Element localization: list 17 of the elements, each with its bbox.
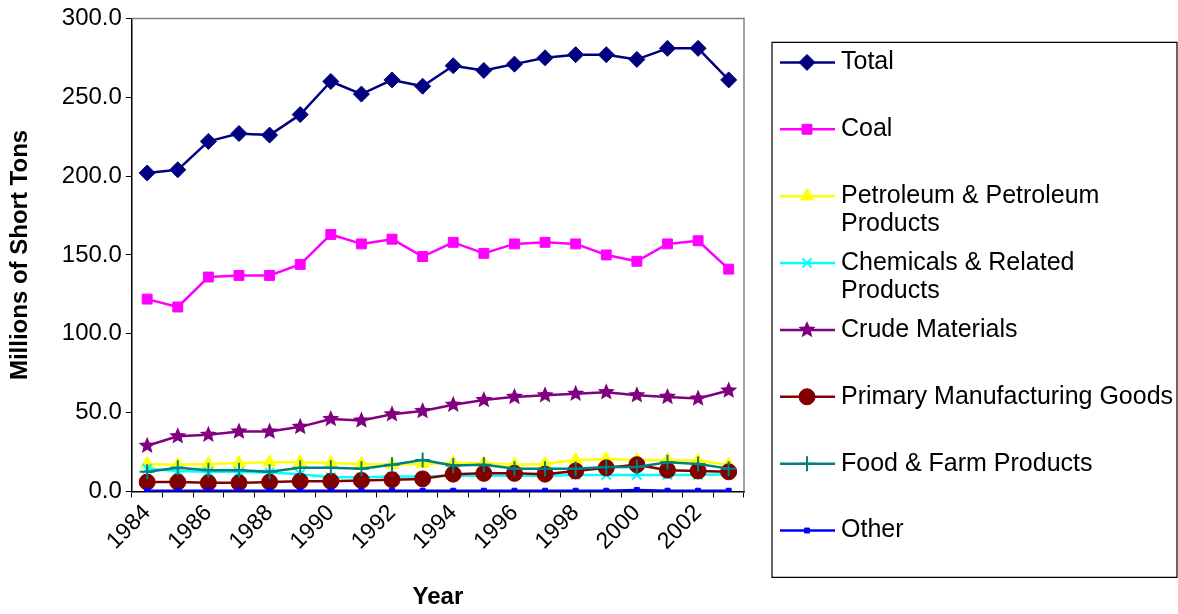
- legend-label: Food & Farm Products: [841, 447, 1093, 476]
- legend-label: Total: [841, 46, 894, 75]
- legend-label: Other: [841, 514, 904, 543]
- y-tick-label: 200.0: [61, 160, 122, 188]
- x-axis-title: Year: [412, 582, 464, 610]
- y-tick-label: 300.0: [61, 3, 122, 31]
- legend-label: Crude Materials: [841, 313, 1018, 342]
- y-tick-label: 250.0: [61, 81, 122, 109]
- y-tick-label: 50.0: [75, 397, 122, 425]
- y-tick-label: 150.0: [61, 239, 122, 267]
- y-tick-label: 100.0: [61, 318, 122, 346]
- legend-label: Primary Manufacturing Goods: [841, 380, 1174, 409]
- legend-label: Coal: [841, 113, 893, 142]
- y-tick-label: 0.0: [88, 476, 122, 504]
- y-axis-title: Millions of Short Tons: [5, 129, 33, 381]
- legend-label: Chemicals & Related Products: [841, 246, 1075, 303]
- legend-label: Petroleum & Petroleum Products: [841, 180, 1100, 237]
